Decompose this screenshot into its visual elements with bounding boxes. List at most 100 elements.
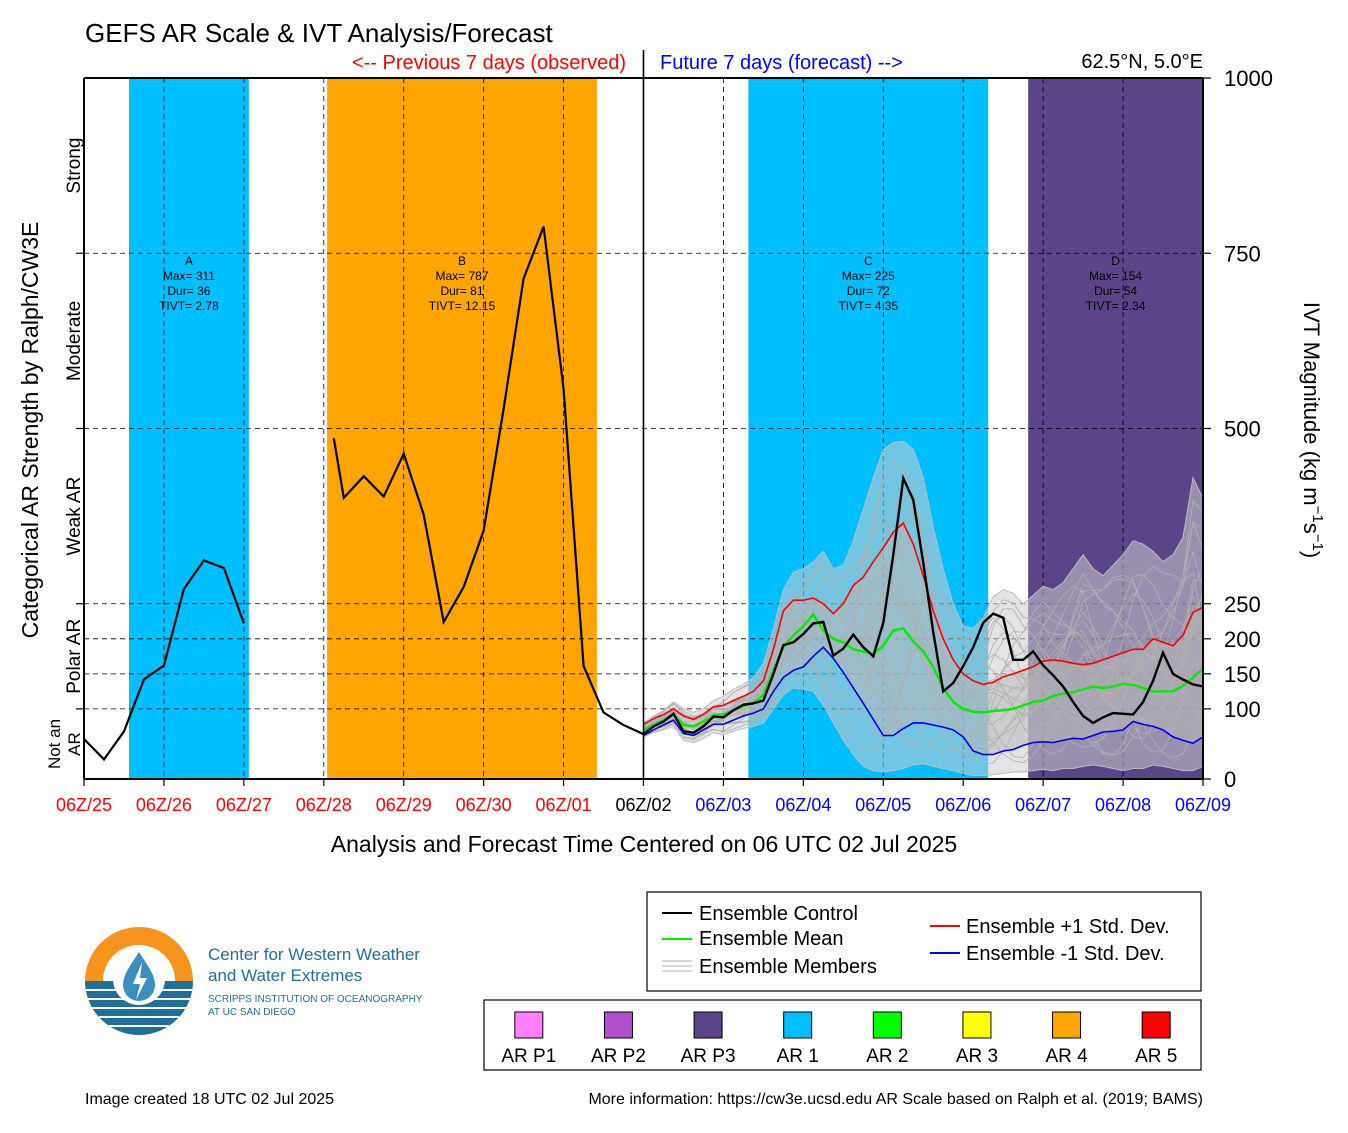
observed-ivt-line [83,558,245,762]
x-tick-label: 06Z/05 [855,795,911,815]
y-tick-label: 0 [1224,767,1236,792]
ar-event-label: Max= 311 [163,269,215,283]
ar-event-label: C [864,254,873,268]
ensemble-control-forecast-line [642,474,1204,736]
ar-scale-label: AR P3 [681,1046,736,1067]
legend-frame [646,891,1202,992]
legend-label-control: Ensemble Control [699,903,858,925]
ar-scale-items: AR P1 AR P2 AR P3 AR 1 AR 2 AR 3 AR 4 AR 5 [501,1011,1177,1067]
ensemble-member-line [643,570,1204,732]
ar-scale-label: AR P2 [591,1046,646,1067]
ar-scale-label: AR 2 [866,1046,908,1067]
ar-event-label: B [458,254,466,268]
x-tick-label: 06Z/02 [615,795,671,815]
ar-scale-item: AR P2 [591,1011,646,1067]
ensemble-member-line [643,467,1204,742]
ar-scale-swatch [603,1011,633,1039]
ar-scale-item: AR 3 [956,1011,998,1067]
ensemble-member-max [643,440,1204,724]
category-label: Strong [64,138,85,194]
ar-scale-swatch [693,1011,723,1039]
x-tick-label: 06Z/06 [935,795,991,815]
ar-event-label: Max= 154 [1089,269,1142,283]
ensemble-member-line [643,538,1204,764]
y-axis-left-label: Categorical AR Strength by Ralph/CW3E [17,222,43,639]
category-label: Polar AR [64,619,85,694]
footer-created: Image created 18 UTC 02 Jul 2025 [85,1091,334,1108]
legend-swatch-members [662,960,692,972]
x-tick-label: 06Z/04 [775,795,831,815]
cw3e-logo: Center for Western Weather and Water Ext… [85,927,423,1035]
legend-label-plus-std: Ensemble +1 Std. Dev. [966,916,1170,938]
y-tick-label: 150 [1224,662,1261,687]
y-tick-label: 250 [1224,592,1261,617]
legend-label-minus-std: Ensemble -1 Std. Dev. [966,943,1165,965]
ensemble-member-line [643,595,1204,744]
ensemble-lines [83,226,1204,762]
plot-axes: 06Z/25 06Z/26 06Z/27 06Z/28 06Z/29 06Z/30 06Z/… [45,50,1273,815]
category-label: Not anAR [45,719,84,769]
x-tick-label: 06Z/26 [136,795,192,815]
ar-event-label: TIVT= 2.34 [1086,299,1146,313]
x-axis-label: Analysis and Forecast Time Centered on 0… [331,831,957,857]
legend-label-mean: Ensemble Mean [699,928,844,950]
ar-scale-legend: AR P1 AR P2 AR P3 AR 1 AR 2 AR 3 AR 4 AR 5 [483,999,1202,1071]
y-axis-right-label: IVT Magnitude (kg m−1s−1) [1299,302,1326,558]
ensemble-member-line [643,515,1204,735]
ar-event-label: Max= 787 [435,269,488,283]
ar-scale-item: AR 5 [1135,1011,1177,1067]
x-tick-label: 06Z/01 [536,795,592,815]
x-tick-label: 06Z/07 [1015,795,1071,815]
y-tick-label: 1000 [1224,66,1273,91]
y-tick-label: 100 [1224,697,1261,722]
category-label: Moderate [64,301,85,381]
ar-event-label: TIVT= 4.35 [838,299,898,313]
ensemble-member-line [643,617,1204,731]
ensemble-members [643,440,1204,776]
location-label: 62.5°N, 5.0°E [1081,51,1203,73]
ar-scale-swatch [783,1011,813,1039]
ar-scale-label: AR 5 [1135,1046,1177,1067]
ar-scale-item: AR P1 [501,1011,556,1067]
future-days-label: Future 7 days (forecast) --> [660,52,903,74]
ensemble-member-line [643,593,1204,748]
ensemble-member-min [643,687,1204,776]
ar-scale-swatch [872,1011,902,1039]
ensemble-member-line [643,560,1204,740]
ar-scale-label: AR 4 [1045,1046,1088,1067]
logo-sun-arc [85,927,193,981]
ar-event-label: Dur= 81 [440,284,483,298]
ensemble-member-line [643,499,1204,739]
logo-line-3: SCRIPPS INSTITUTION OF OCEANOGRAPHY [208,994,423,1005]
previous-days-label: <-- Previous 7 days (observed) [352,52,626,74]
x-tick-label: 06Z/09 [1175,795,1231,815]
ar-scale-swatch [1052,1011,1082,1039]
x-tick-label: 06Z/27 [216,795,272,815]
logo-bolt-icon [133,962,147,1000]
ar-scale-label: AR 1 [777,1046,819,1067]
ar-event-label: D [1111,254,1120,268]
ensemble-legend: Ensemble Control Ensemble Mean Ensemble … [646,891,1202,992]
ar-event-label: TIVT= 2.78 [159,299,219,313]
ensemble-plus-std-line [643,521,1204,725]
logo-line-2: and Water Extremes [208,966,362,985]
ar-scale-item: AR P3 [681,1011,736,1067]
ar-scale-item: AR 1 [777,1011,819,1067]
footer-more-info: More information: https://cw3e.ucsd.edu … [588,1091,1203,1108]
ar-scale-item: AR 2 [866,1011,908,1067]
ar-scale-label: AR P1 [501,1046,556,1067]
x-tick-label: 06Z/25 [56,795,112,815]
x-tick-label: 06Z/30 [456,795,512,815]
logo-line-1: Center for Western Weather [208,945,420,964]
y-tick-label: 500 [1224,417,1261,442]
observed-ivt-line [332,226,644,736]
ar-scale-legend-frame [483,999,1202,1071]
ar-scale-label: AR 3 [956,1046,998,1067]
ar-event-label: A [185,254,193,268]
